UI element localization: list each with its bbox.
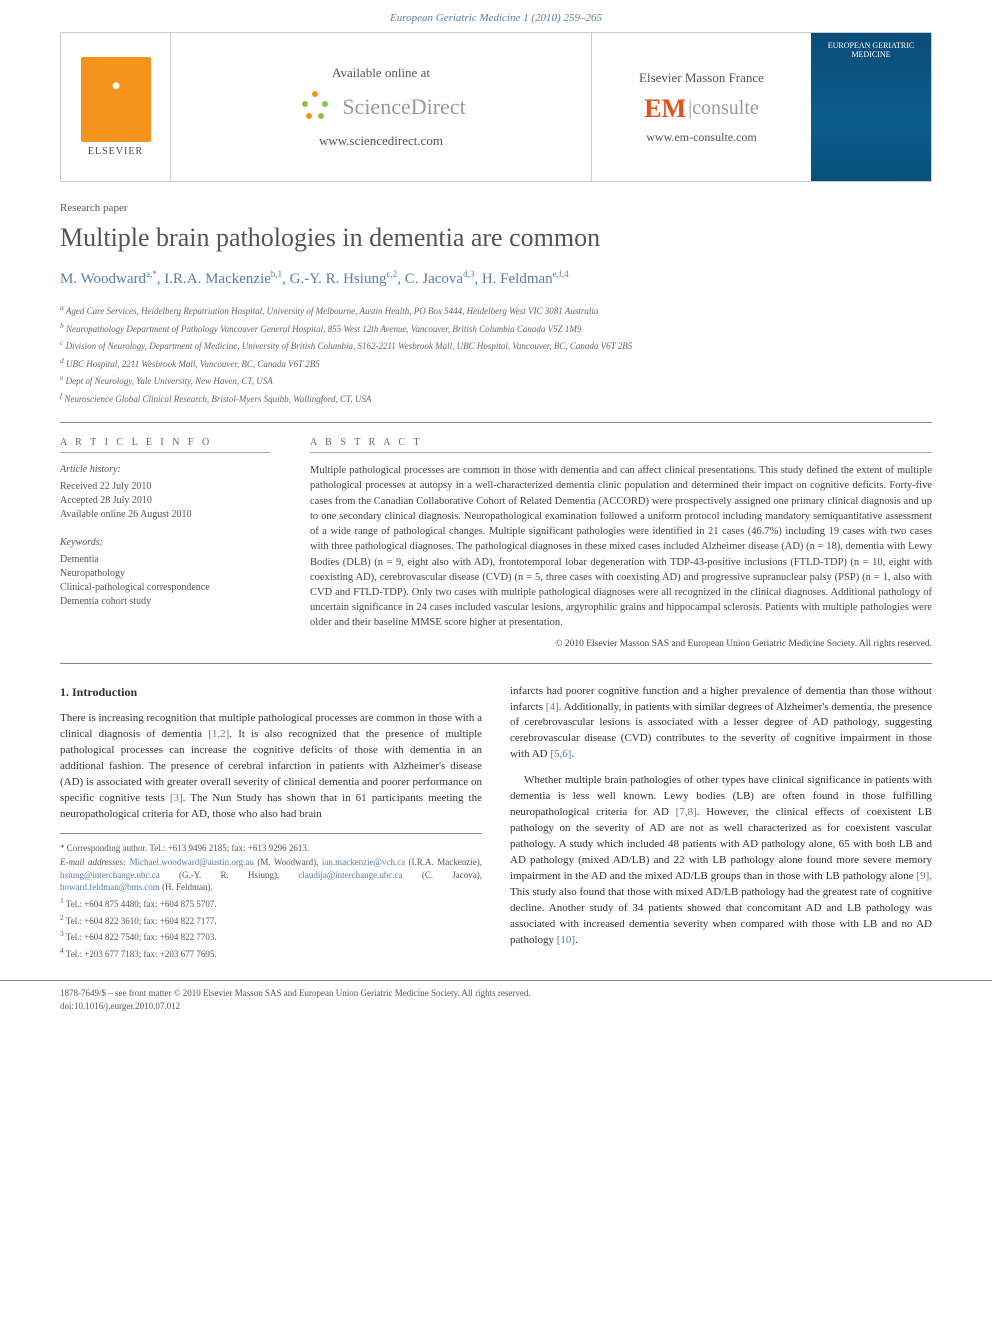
citation-ref[interactable]: [1,2]: [208, 728, 229, 740]
journal-cover-thumbnail[interactable]: EUROPEAN GERIATRIC MEDICINE: [811, 33, 931, 181]
email-link[interactable]: Michael.woodward@austin.org.au: [130, 857, 254, 867]
intro-para-3: Whether multiple brain pathologies of ot…: [510, 773, 932, 948]
history-line: Accepted 28 July 2010: [60, 494, 270, 508]
email-link[interactable]: hsiung@interchange.ubc.ca: [60, 870, 160, 880]
citation-ref[interactable]: [3]: [170, 792, 183, 804]
footnotes: * Corresponding author. Tel.: +613 9496 …: [60, 842, 482, 961]
affiliation-line: e Dept of Neurology, Yale University, Ne…: [60, 372, 932, 389]
cover-title: EUROPEAN GERIATRIC MEDICINE: [811, 41, 931, 59]
em-head: Elsevier Masson France: [639, 70, 764, 86]
abstract-text: Multiple pathological processes are comm…: [310, 463, 932, 630]
email-link[interactable]: ian.mackenzie@vch.ca: [322, 857, 405, 867]
em-consulte-block: Elsevier Masson France EM |consulte www.…: [591, 33, 811, 181]
keyword-line: Dementia: [60, 553, 270, 567]
abstract-head: A B S T R A C T: [310, 437, 932, 453]
section-head-intro: 1. Introduction: [60, 684, 482, 701]
citation-ref[interactable]: [5,6]: [550, 748, 571, 760]
history-line: Available online 26 August 2010: [60, 508, 270, 522]
footer-copyright: 1878-7649/$ – see front matter © 2010 El…: [60, 987, 932, 1000]
corresponding-note: * Corresponding author. Tel.: +613 9496 …: [60, 842, 482, 855]
history-line: Received 22 July 2010: [60, 480, 270, 494]
footer-doi: doi:10.1016/j.eurger.2010.07.012: [60, 1000, 932, 1013]
sd-dots-icon: [296, 87, 336, 127]
branding-box: ELSEVIER Available online at ScienceDire…: [60, 32, 932, 182]
elsevier-tree-icon: [81, 57, 151, 142]
keyword-line: Dementia cohort study: [60, 595, 270, 609]
citation-ref[interactable]: [7,8]: [676, 806, 697, 818]
affiliation-line: b Neuropathology Department of Pathology…: [60, 320, 932, 337]
body-col-right: infarcts had poorer cognitive function a…: [510, 684, 932, 963]
tel-line: 2 Tel.: +604 822 3610; fax: +604 822 717…: [60, 913, 482, 928]
authors-line: M. Woodwarda,*, I.R.A. Mackenzieb,1, G.-…: [60, 269, 932, 288]
em-brand-2: |consulte: [688, 97, 759, 120]
affiliations: a Aged Care Services, Heidelberg Repatri…: [60, 302, 932, 406]
abstract-copyright: © 2010 Elsevier Masson SAS and European …: [310, 639, 932, 649]
history-head: Article history:: [60, 463, 270, 477]
em-logo[interactable]: EM |consulte: [644, 94, 759, 124]
tel-line: 1 Tel.: +604 875 4480; fax: +604 875 570…: [60, 896, 482, 911]
affiliation-line: c Division of Neurology, Department of M…: [60, 337, 932, 354]
elsevier-logo[interactable]: ELSEVIER: [61, 33, 171, 181]
footnote-divider: [60, 833, 482, 834]
citation-ref[interactable]: [10]: [557, 934, 575, 946]
tel-line: 3 Tel.: +604 822 7540; fax: +604 822 770…: [60, 929, 482, 944]
intro-para-1: There is increasing recognition that mul…: [60, 711, 482, 823]
em-url[interactable]: www.em-consulte.com: [646, 130, 757, 145]
body-columns: 1. Introduction There is increasing reco…: [60, 684, 932, 963]
email-link[interactable]: claudija@interchange.ubc.ca: [298, 870, 402, 880]
sd-available-label: Available online at: [332, 65, 430, 81]
elsevier-name: ELSEVIER: [88, 146, 143, 157]
keywords-head: Keywords:: [60, 536, 270, 550]
journal-citation: European Geriatric Medicine 1 (2010) 259…: [390, 12, 602, 24]
citation-ref[interactable]: [9]: [916, 870, 929, 882]
affiliation-line: a Aged Care Services, Heidelberg Repatri…: [60, 302, 932, 319]
affiliation-line: f Neuroscience Global Clinical Research,…: [60, 390, 932, 407]
em-brand-1: EM: [644, 94, 686, 124]
sd-url[interactable]: www.sciencedirect.com: [319, 133, 443, 149]
article-type: Research paper: [60, 202, 932, 214]
email-line: E-mail addresses: Michael.woodward@austi…: [60, 856, 482, 894]
article-info-head: A R T I C L E I N F O: [60, 437, 270, 453]
tel-line: 4 Tel.: +203 677 7183; fax: +203 677 769…: [60, 946, 482, 961]
citation-ref[interactable]: [4]: [546, 701, 559, 713]
article-title: Multiple brain pathologies in dementia a…: [60, 222, 932, 253]
keyword-line: Neuropathology: [60, 567, 270, 581]
sciencedirect-logo[interactable]: ScienceDirect: [296, 87, 465, 127]
email-link[interactable]: howard.feldman@bms.com: [60, 882, 160, 892]
keyword-line: Clinical-pathological correspondence: [60, 581, 270, 595]
affiliation-line: d UBC Hospital, 2211 Wesbrook Mall, Vanc…: [60, 355, 932, 372]
sd-brandname: ScienceDirect: [342, 94, 465, 120]
body-col-left: 1. Introduction There is increasing reco…: [60, 684, 482, 963]
article-info: A R T I C L E I N F O Article history: R…: [60, 437, 270, 648]
intro-para-2: infarcts had poorer cognitive function a…: [510, 684, 932, 764]
journal-header: European Geriatric Medicine 1 (2010) 259…: [0, 0, 992, 32]
abstract-block: A B S T R A C T Multiple pathological pr…: [310, 437, 932, 648]
sciencedirect-block: Available online at ScienceDirect www.sc…: [171, 33, 591, 181]
footer-bar: 1878-7649/$ – see front matter © 2010 El…: [0, 980, 992, 1026]
